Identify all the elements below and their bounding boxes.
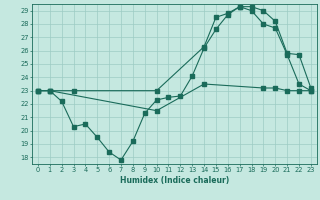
X-axis label: Humidex (Indice chaleur): Humidex (Indice chaleur) <box>120 176 229 185</box>
